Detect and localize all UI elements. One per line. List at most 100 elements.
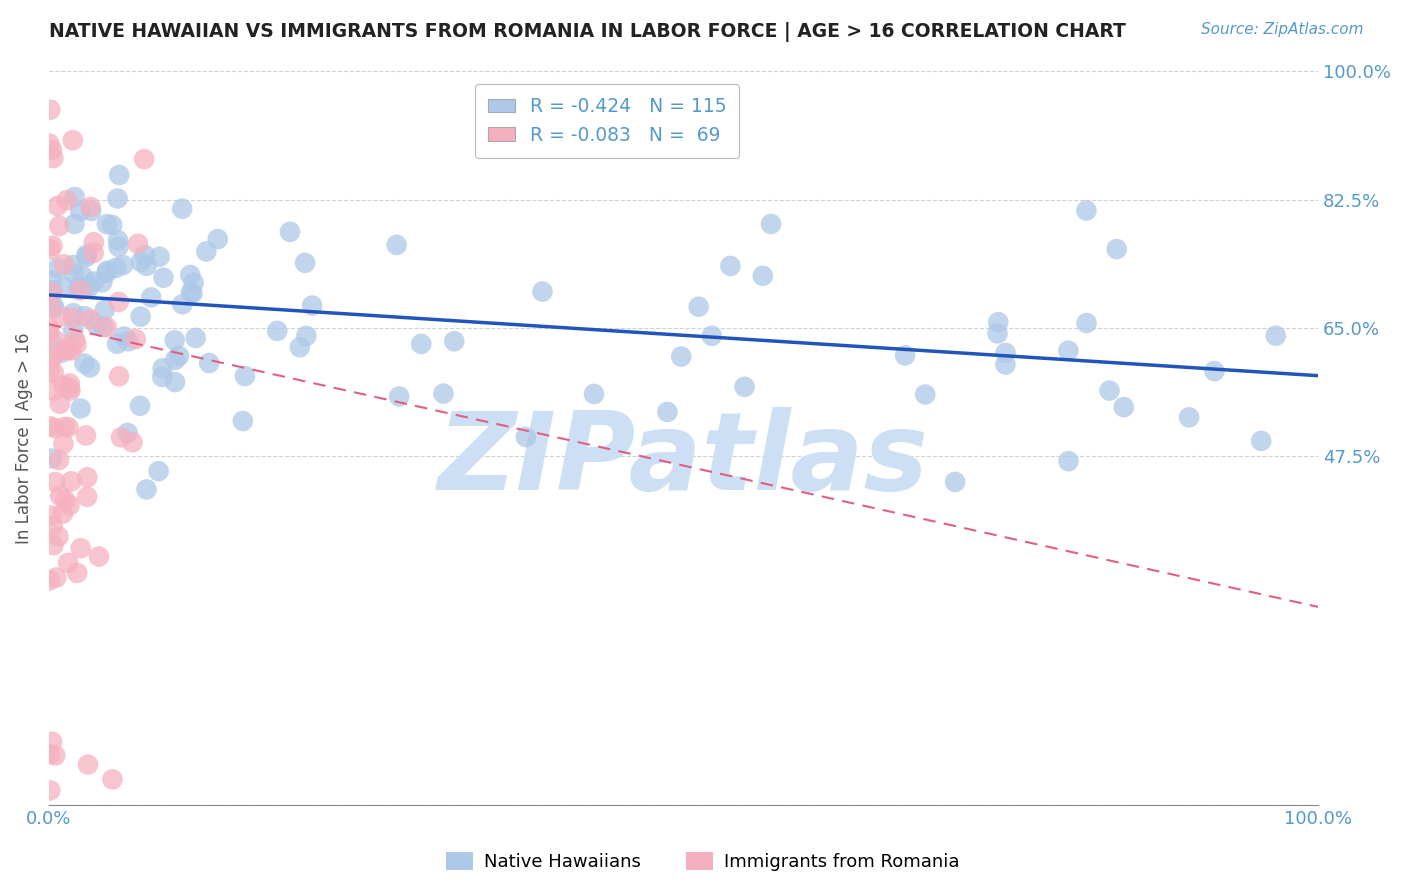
Point <box>38 136 60 151</box>
Point <box>39 335 62 350</box>
Legend: R = -0.424   N = 115, R = -0.083   N =  69: R = -0.424 N = 115, R = -0.083 N = 69 <box>475 84 740 158</box>
Point <box>671 350 693 364</box>
Point <box>77 757 100 772</box>
Point <box>385 238 408 252</box>
Point <box>152 361 174 376</box>
Point <box>986 326 1008 341</box>
Point <box>152 270 174 285</box>
Point <box>41 451 63 466</box>
Point <box>987 315 1010 329</box>
Point <box>38 574 60 588</box>
Point <box>41 285 63 300</box>
Point <box>44 421 66 435</box>
Point <box>76 470 98 484</box>
Point <box>1057 454 1080 468</box>
Text: Source: ZipAtlas.com: Source: ZipAtlas.com <box>1201 22 1364 37</box>
Point <box>48 219 70 233</box>
Point <box>172 297 194 311</box>
Point <box>278 225 301 239</box>
Point <box>184 331 207 345</box>
Point <box>63 217 86 231</box>
Point <box>62 258 84 272</box>
Point <box>41 284 63 298</box>
Point <box>53 420 76 434</box>
Point <box>45 570 67 584</box>
Point <box>294 256 316 270</box>
Point <box>75 250 97 264</box>
Point <box>62 324 84 338</box>
Point <box>108 168 131 182</box>
Point <box>44 748 66 763</box>
Point <box>56 193 79 207</box>
Point <box>75 428 97 442</box>
Point <box>48 530 70 544</box>
Point <box>163 333 186 347</box>
Point <box>53 343 76 357</box>
Point <box>53 493 76 508</box>
Point <box>266 324 288 338</box>
Point <box>69 401 91 416</box>
Point <box>129 399 152 413</box>
Point <box>58 420 80 434</box>
Point <box>56 556 79 570</box>
Point <box>46 260 69 275</box>
Point <box>60 475 83 489</box>
Point <box>96 266 118 280</box>
Point <box>295 329 318 343</box>
Point <box>96 320 118 334</box>
Point <box>59 376 82 391</box>
Point <box>42 301 65 316</box>
Point <box>51 310 73 324</box>
Point <box>104 260 127 275</box>
Point <box>443 334 465 349</box>
Point <box>59 384 82 398</box>
Point <box>117 425 139 440</box>
Point <box>129 255 152 269</box>
Point <box>46 199 69 213</box>
Point <box>42 519 65 533</box>
Point <box>141 290 163 304</box>
Point <box>734 380 756 394</box>
Point <box>56 342 79 356</box>
Point <box>180 285 202 299</box>
Point <box>150 370 173 384</box>
Point <box>718 259 741 273</box>
Point <box>39 747 62 762</box>
Point <box>207 232 229 246</box>
Point <box>1112 400 1135 414</box>
Point <box>134 248 156 262</box>
Point <box>51 345 73 359</box>
Point <box>38 325 60 339</box>
Point <box>44 334 66 348</box>
Point <box>107 295 129 310</box>
Point <box>62 310 84 325</box>
Point <box>67 280 90 294</box>
Point <box>1057 343 1080 358</box>
Point <box>52 507 75 521</box>
Point <box>135 259 157 273</box>
Point <box>1264 328 1286 343</box>
Point <box>63 333 86 347</box>
Point <box>52 257 75 271</box>
Point <box>69 204 91 219</box>
Point <box>181 286 204 301</box>
Point <box>42 151 65 165</box>
Point <box>60 343 83 358</box>
Point <box>179 268 201 282</box>
Point <box>38 364 60 378</box>
Point <box>135 483 157 497</box>
Point <box>93 302 115 317</box>
Point <box>52 436 75 450</box>
Point <box>127 236 149 251</box>
Point <box>41 273 63 287</box>
Text: NATIVE HAWAIIAN VS IMMIGRANTS FROM ROMANIA IN LABOR FORCE | AGE > 16 CORRELATION: NATIVE HAWAIIAN VS IMMIGRANTS FROM ROMAN… <box>49 22 1126 42</box>
Point <box>129 310 152 324</box>
Point <box>79 360 101 375</box>
Point <box>110 430 132 444</box>
Point <box>125 332 148 346</box>
Point <box>148 250 170 264</box>
Point <box>73 309 96 323</box>
Point <box>411 337 433 351</box>
Point <box>1098 384 1121 398</box>
Point <box>72 269 94 284</box>
